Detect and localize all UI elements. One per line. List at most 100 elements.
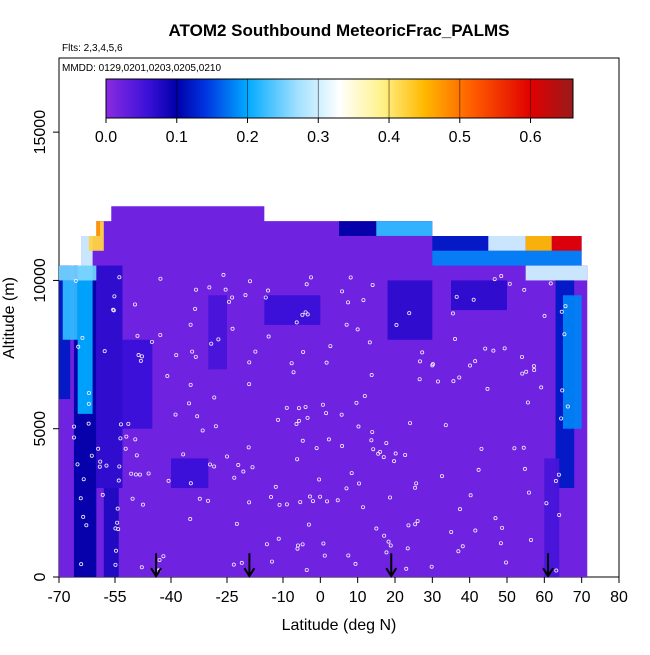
heatmap-cell <box>264 295 321 325</box>
sample-point <box>499 274 504 279</box>
sample-point <box>554 568 559 573</box>
y-axis-label: Altitude (m) <box>1 277 18 359</box>
sample-point <box>557 512 562 517</box>
sample-point <box>230 326 235 331</box>
heatmap-cell <box>376 221 433 236</box>
sample-point <box>207 462 212 467</box>
sample-point <box>340 289 345 294</box>
sample-point <box>304 282 309 287</box>
sample-point <box>310 499 315 504</box>
sample-point <box>277 502 282 507</box>
sample-point <box>406 523 411 528</box>
sample-point <box>560 388 565 393</box>
sample-point <box>269 559 274 564</box>
heatmap-cell <box>551 235 582 251</box>
sample-point <box>276 536 281 541</box>
sample-point <box>190 349 195 354</box>
sample-point <box>112 294 117 299</box>
sample-point <box>157 557 162 562</box>
heatmap-cell <box>103 488 119 577</box>
colorbar-tick-label: 0.1 <box>166 129 188 146</box>
sample-point <box>456 549 461 554</box>
sample-point <box>324 411 329 416</box>
sample-point <box>298 500 303 505</box>
heatmap-cell <box>77 280 93 414</box>
sample-point <box>188 481 193 486</box>
sample-point <box>188 517 193 522</box>
sample-point <box>346 553 351 558</box>
sample-point <box>361 298 366 303</box>
arrows-layer <box>150 553 554 578</box>
heatmap-cell <box>122 339 153 429</box>
sample-point <box>393 451 398 456</box>
sample-point <box>296 406 301 411</box>
sample-point <box>295 457 300 462</box>
sample-point <box>266 288 271 293</box>
sample-point <box>476 467 481 472</box>
y-tick-label: 0 <box>32 572 49 581</box>
x-tick-label: -25 <box>215 589 238 606</box>
sample-point <box>362 394 367 399</box>
sample-point <box>384 441 389 446</box>
sample-point <box>216 337 221 342</box>
sample-point <box>357 481 362 486</box>
sample-point <box>407 311 412 316</box>
sample-point <box>559 309 564 314</box>
sample-point <box>139 354 144 359</box>
sample-point <box>133 472 138 477</box>
sample-point <box>289 361 294 366</box>
sample-point <box>247 360 252 365</box>
sample-point <box>181 452 186 457</box>
sample-point <box>161 554 166 559</box>
x-tick-label: 50 <box>498 589 516 606</box>
sample-point <box>118 436 123 441</box>
sample-point <box>230 295 235 300</box>
sample-point <box>544 501 549 506</box>
sample-point <box>212 395 217 400</box>
heatmap-cell <box>432 250 582 266</box>
sample-point <box>263 295 268 300</box>
sample-point <box>113 562 118 567</box>
sample-point <box>405 546 410 551</box>
heatmap-cell <box>525 265 588 281</box>
sample-point <box>335 498 340 503</box>
x-tick-label: 40 <box>461 589 479 606</box>
sample-point <box>376 451 381 456</box>
sample-point <box>367 340 372 345</box>
sample-point <box>294 422 299 427</box>
colorbar-tick-label: 0.5 <box>449 129 471 146</box>
sample-point <box>300 542 305 547</box>
sample-point <box>371 447 376 452</box>
sample-point <box>404 566 409 571</box>
sample-point <box>300 438 305 443</box>
sample-point <box>320 402 325 407</box>
sample-point <box>81 477 86 482</box>
flight-arrow-head <box>542 567 554 578</box>
sample-point <box>457 507 462 512</box>
sample-point <box>507 281 512 286</box>
sample-point <box>212 464 217 469</box>
sample-point <box>525 400 530 405</box>
sample-point <box>118 422 123 427</box>
sample-point <box>136 353 141 358</box>
sample-point <box>369 438 374 443</box>
heatmap-cell <box>563 295 582 429</box>
flight-arrow-head <box>150 567 162 578</box>
sample-point <box>234 521 239 526</box>
sample-point <box>344 486 349 491</box>
sample-point <box>562 332 567 337</box>
x-tick-label: -55 <box>103 589 126 606</box>
sample-point <box>296 418 301 423</box>
sample-point <box>104 463 109 468</box>
sample-point <box>309 275 314 280</box>
sample-point <box>384 550 389 555</box>
sample-point <box>348 275 353 280</box>
sample-point <box>304 567 309 572</box>
sample-point <box>111 307 116 312</box>
sample-point <box>392 459 397 464</box>
sample-point <box>542 313 547 318</box>
sample-point <box>565 404 570 409</box>
sample-point <box>388 543 393 548</box>
sample-point <box>84 523 89 528</box>
